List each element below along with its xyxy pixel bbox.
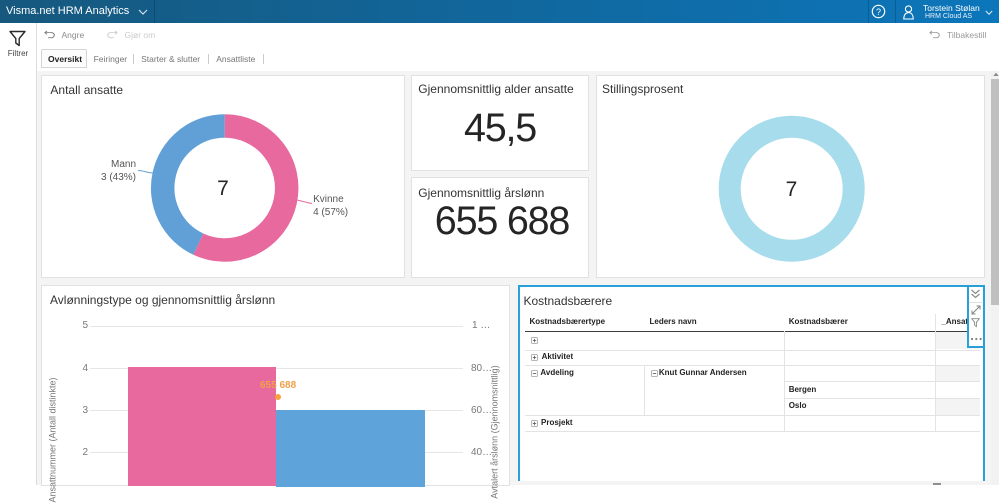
svg-text:?: ? xyxy=(876,7,881,17)
